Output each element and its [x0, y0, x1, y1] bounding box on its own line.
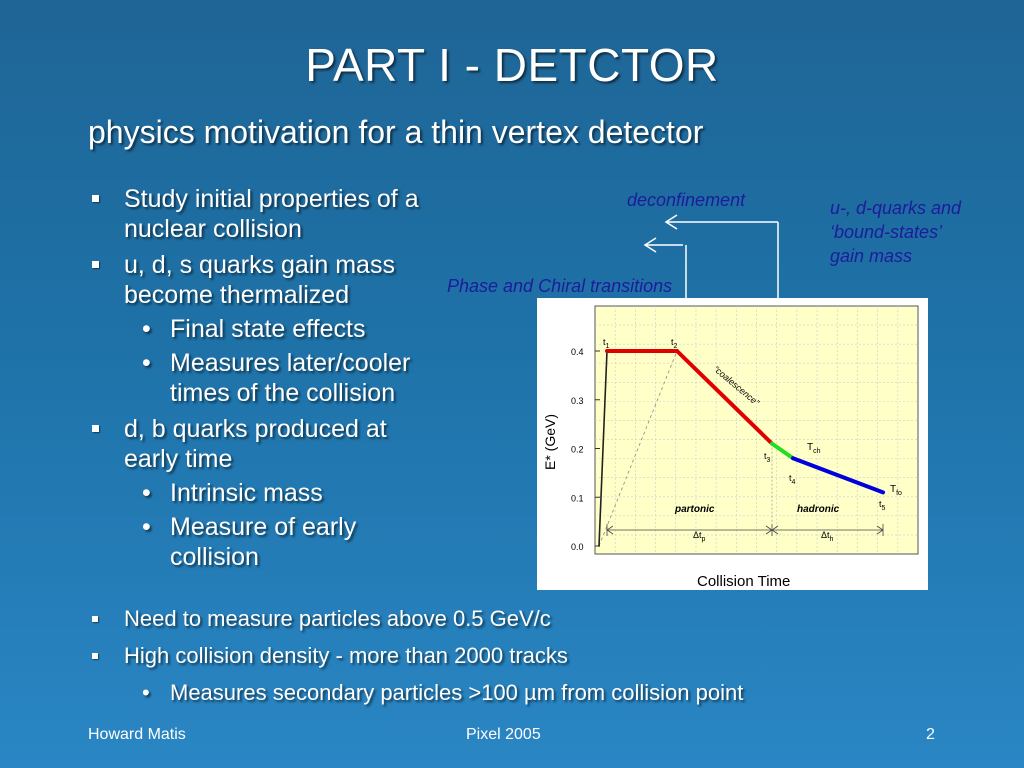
y-axis-label: E* (GeV)	[542, 414, 558, 470]
bullet-item: d, b quarks produced at early time	[86, 414, 486, 474]
chart-svg: 0.4 0.3 0.2 0.1 0.0 E* (GeV) Collision Time t1 t…	[542, 305, 919, 590]
annotation-phase-chiral: Phase and Chiral transitions	[447, 276, 673, 296]
bullet-line: Measure of early	[170, 513, 357, 541]
bullet-item: High collision density - more than 2000 …	[86, 641, 886, 671]
annotation-quarks-gain-mass: u-, d-quarks and ‘bound-states’ gain mass	[830, 196, 961, 268]
bullet-line: Measures later/cooler	[170, 349, 411, 377]
bullet-item: u, d, s quarks gain mass become thermaliz…	[86, 250, 486, 310]
dashed-guide	[598, 350, 678, 547]
annotation-deconfinement: deconfinement	[627, 190, 746, 210]
slide-title: PART I - DETCTOR	[305, 39, 719, 91]
y-tick-label: 0.3	[571, 396, 584, 406]
y-tick-label: 0.0	[571, 542, 584, 552]
interval-label: Δtp	[693, 530, 706, 543]
footer-page-number: 2	[926, 726, 935, 743]
bullet-item: Final state effects	[86, 314, 486, 344]
curve-segment-chemical	[770, 441, 795, 461]
bullet-line: Study initial properties of a	[124, 185, 419, 213]
time-label: t3	[764, 451, 771, 464]
curve-segment-hadronic	[791, 456, 885, 495]
bullet-item: Measures secondary particles >100 µm fro…	[86, 678, 886, 708]
bullet-line: nuclear collision	[124, 215, 302, 243]
time-label: t5	[879, 499, 886, 512]
phase-label: hadronic	[797, 504, 840, 515]
interval-label: Δth	[821, 530, 834, 543]
bullet-item: Need to measure particles above 0.5 GeV/…	[86, 604, 886, 634]
bullet-line: times of the collision	[170, 379, 396, 407]
interval-arrowhead	[876, 525, 884, 535]
point-label: Tch	[807, 442, 821, 455]
interval-arrowhead	[771, 525, 779, 535]
y-tick-label: 0.2	[571, 445, 584, 455]
bullet-line: u, d, s quarks gain mass	[124, 251, 395, 279]
x-axis-label: Collision Time	[697, 573, 790, 590]
bullet-line: collision	[170, 543, 259, 571]
bullet-line: d, b quarks produced at	[124, 415, 387, 443]
interval-arrowhead	[606, 525, 614, 535]
footer-event: Pixel 2005	[466, 726, 541, 743]
bottom-bullet-list: Need to measure particles above 0.5 GeV/…	[86, 604, 886, 708]
phase-label: partonic	[674, 504, 715, 515]
energy-vs-time-chart: 0.4 0.3 0.2 0.1 0.0 E* (GeV) Collision Time t1 t…	[537, 298, 928, 590]
time-label: t2	[671, 337, 678, 350]
bullet-line: early time	[124, 445, 233, 473]
top-bullet-list: Study initial properties of a nuclear col…	[86, 184, 486, 572]
curve-segment-coalescence	[675, 349, 774, 446]
slide-subtitle: physics motivation for a thin vertex det…	[88, 114, 704, 150]
bullet-item: Intrinsic mass	[86, 478, 486, 508]
point-label: Tfo	[890, 484, 902, 497]
y-tick-label: 0.1	[571, 493, 584, 503]
bullet-line: Final state effects	[170, 315, 366, 343]
bullet-line: Intrinsic mass	[170, 479, 323, 507]
annotation-line: u-, d-quarks and	[830, 198, 962, 218]
curve-segment-rise	[598, 350, 608, 547]
footer-author: Howard Matis	[88, 726, 186, 743]
y-tick-label: 0.4	[571, 347, 584, 357]
time-label: t1	[603, 337, 610, 350]
annotation-line: gain mass	[830, 246, 913, 266]
time-label: t4	[789, 473, 796, 486]
bullet-line: become thermalized	[124, 281, 350, 309]
bullet-item: Study initial properties of a nuclear col…	[86, 184, 486, 244]
annotation-line: ‘bound-states’	[830, 222, 943, 242]
